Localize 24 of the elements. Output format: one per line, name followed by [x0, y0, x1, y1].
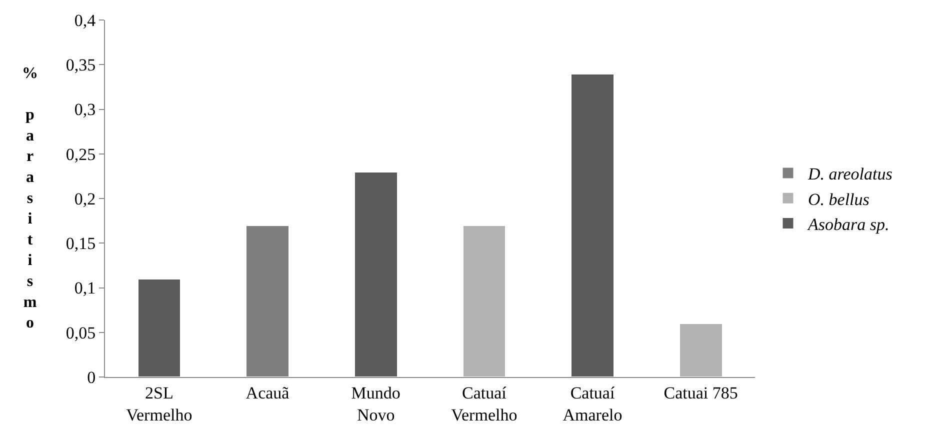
bar [136, 278, 182, 377]
text: % parasitismo [22, 65, 38, 332]
y-tick-label: 0,1 [74, 278, 96, 298]
y-tick-label: 0,05 [66, 323, 96, 342]
y-tick-label: 0 [87, 368, 96, 387]
y-tick-label: 0,15 [66, 234, 96, 254]
x-tick-label: Catuaí Amarelo [562, 383, 622, 424]
x-tick-label: 2SL Vermelho [126, 383, 192, 424]
y-tick-label: 0,25 [66, 144, 96, 164]
y-tick-label: 0,3 [74, 100, 96, 120]
bar [353, 170, 398, 377]
x-tick-label: Catuaí Vermelho [451, 383, 518, 424]
bar [462, 224, 507, 377]
y-tick-label: 0,2 [74, 189, 96, 208]
x-tick-label: Catuai 785 [664, 383, 738, 402]
y-tick-label: 0,4 [74, 10, 96, 30]
x-tick-label: Mundo Novo [351, 383, 400, 424]
legend-label: Asobara sp. [807, 214, 890, 234]
legend-label: O. bellus [808, 190, 870, 209]
legend-label: D. areolatus [807, 164, 893, 184]
x-tick-label: Acauã [246, 383, 290, 402]
bar [678, 322, 724, 377]
bar [570, 72, 615, 377]
y-tick-label: 0,35 [66, 56, 96, 75]
